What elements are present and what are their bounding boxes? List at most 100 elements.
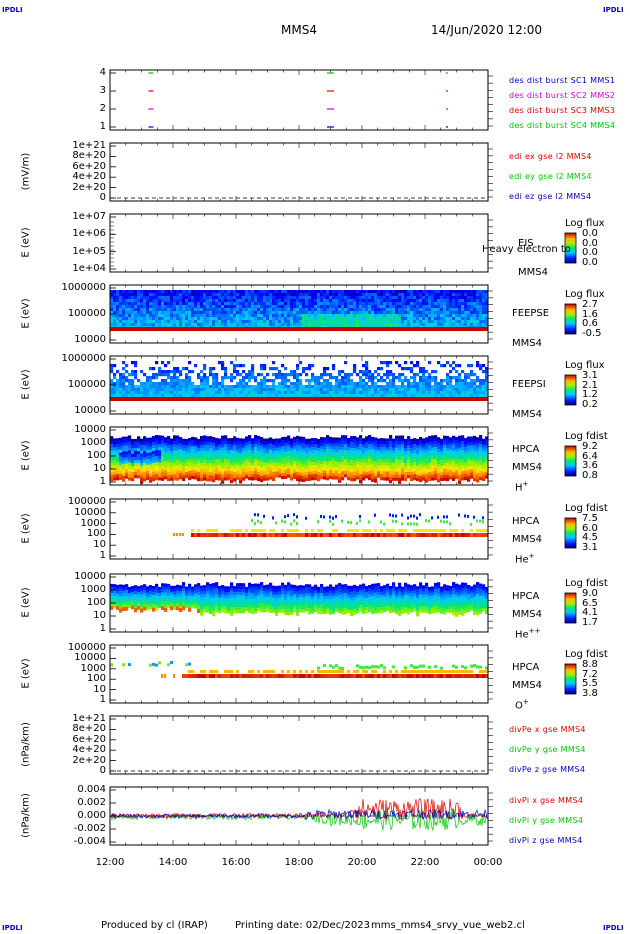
- spectrogram-cell: [137, 385, 141, 389]
- spectrogram-cell: [326, 317, 330, 321]
- spectrogram-cell: [140, 471, 144, 475]
- spectrogram-cell: [113, 327, 117, 331]
- spectrogram-cell: [164, 461, 168, 465]
- spectrogram-cell: [266, 323, 270, 327]
- spectrogram-cell: [371, 466, 375, 471]
- spectrogram-cell: [218, 361, 222, 365]
- spectrogram-cell: [413, 468, 417, 472]
- spectrogram-cell: [167, 327, 171, 331]
- spectrogram-cell: [323, 302, 327, 306]
- spectrogram-cell: [185, 438, 189, 443]
- spectrogram-cell: [380, 474, 384, 478]
- spectrogram-cell: [338, 379, 342, 383]
- spectrogram-cell: [284, 308, 288, 312]
- spectrogram-cell: [437, 317, 441, 321]
- spectrogram-cell: [272, 456, 276, 461]
- spectrogram-cell: [146, 327, 150, 331]
- spectrogram-cell: [350, 308, 354, 312]
- spectrogram-cell: [173, 379, 177, 383]
- spectrogram-cell: [356, 443, 360, 447]
- spectrogram-cell: [275, 441, 279, 445]
- spectrogram-cell: [317, 317, 321, 321]
- spectrogram-cell: [137, 445, 141, 449]
- spectrogram-cell: [398, 320, 402, 324]
- spectrogram-cell: [203, 379, 207, 383]
- spectrogram-cell: [410, 447, 414, 452]
- spectrogram-cell: [389, 317, 393, 321]
- spectrogram-cell: [467, 308, 471, 312]
- spectrogram-cell: [113, 299, 117, 303]
- spectrogram-cell: [257, 453, 261, 458]
- spectrogram-cell: [356, 446, 360, 450]
- spectrogram-cell: [185, 471, 189, 476]
- spectrogram-cell: [167, 361, 171, 365]
- spectrogram-cell: [197, 290, 201, 294]
- spectrogram-cell: [221, 376, 225, 380]
- spectrogram-cell: [458, 382, 462, 386]
- spectrogram-cell: [263, 367, 267, 371]
- spectrogram-cell: [314, 296, 318, 300]
- spectrogram-cell: [236, 311, 240, 315]
- spectrogram-cell: [254, 311, 258, 315]
- spectrogram-cell: [380, 290, 384, 294]
- spectrogram-cell: [260, 299, 264, 303]
- spectrogram-cell: [158, 441, 162, 445]
- spectrogram-cell: [260, 452, 264, 456]
- spectrogram-cell: [149, 397, 153, 401]
- spectrogram-cell: [335, 385, 339, 389]
- spectrogram-cell: [380, 311, 384, 315]
- spectrogram-cell: [353, 454, 357, 458]
- spectrogram-cell: [158, 311, 162, 315]
- spectrogram-cell: [194, 317, 198, 321]
- spectrogram-cell: [242, 314, 246, 318]
- spectrogram-cell: [344, 376, 348, 380]
- spectrogram-cell: [416, 320, 420, 324]
- spectrogram-cell: [167, 391, 171, 395]
- spectrogram-cell: [425, 443, 429, 447]
- spectrogram-cell: [152, 293, 156, 297]
- spectrogram-cell: [332, 397, 336, 401]
- spectrogram-cell: [362, 471, 366, 475]
- spectrogram-cell: [140, 311, 144, 315]
- spectrogram-cell: [302, 299, 306, 303]
- spectrogram-cell: [293, 305, 297, 309]
- spectrogram-cell: [470, 308, 474, 312]
- spectrogram-cell: [431, 444, 435, 448]
- spectrogram-cell: [455, 317, 459, 321]
- spectrogram-cell: [191, 463, 195, 468]
- spectrogram-cell: [227, 320, 231, 324]
- spectrogram-cell: [323, 385, 327, 389]
- spectrogram-cell: [407, 394, 411, 398]
- spectrogram-cell: [470, 323, 474, 327]
- spectrogram-cell: [326, 462, 330, 466]
- spectrogram-cell: [110, 370, 114, 374]
- spectrogram-cell: [332, 364, 336, 368]
- spectrogram-cell: [266, 302, 270, 306]
- spectrogram-cell: [269, 461, 273, 465]
- spectrogram-cell: [206, 463, 210, 467]
- spectrogram-cell: [188, 382, 192, 386]
- spectrogram-cell: [125, 454, 129, 458]
- spectrogram-cell: [374, 370, 378, 374]
- spectrogram-cell: [176, 438, 180, 442]
- spectrogram-cell: [353, 367, 357, 371]
- spectrogram-cell: [197, 468, 201, 473]
- spectrogram-cell: [209, 388, 213, 392]
- spectrogram-cell: [176, 388, 180, 392]
- spectrogram-cell: [236, 370, 240, 374]
- spectrogram-cell: [113, 438, 117, 442]
- spectrogram-cell: [248, 477, 252, 481]
- spectrogram-cell: [236, 443, 240, 447]
- spectrogram-cell: [197, 293, 201, 297]
- spectrogram-cell: [191, 299, 195, 303]
- spectrogram-cell: [386, 459, 390, 463]
- spectrogram-cell: [389, 391, 393, 395]
- spectrogram-cell: [161, 299, 165, 303]
- spectrogram-cell: [380, 447, 384, 451]
- datetime-title: 14/Jun/2020 12:00: [431, 23, 543, 37]
- spectrogram-cell: [299, 296, 303, 300]
- spectrogram-cell: [194, 327, 198, 331]
- spectrogram-cell: [275, 468, 279, 472]
- spectrogram-cell: [422, 388, 426, 392]
- spectrogram-cell: [146, 302, 150, 306]
